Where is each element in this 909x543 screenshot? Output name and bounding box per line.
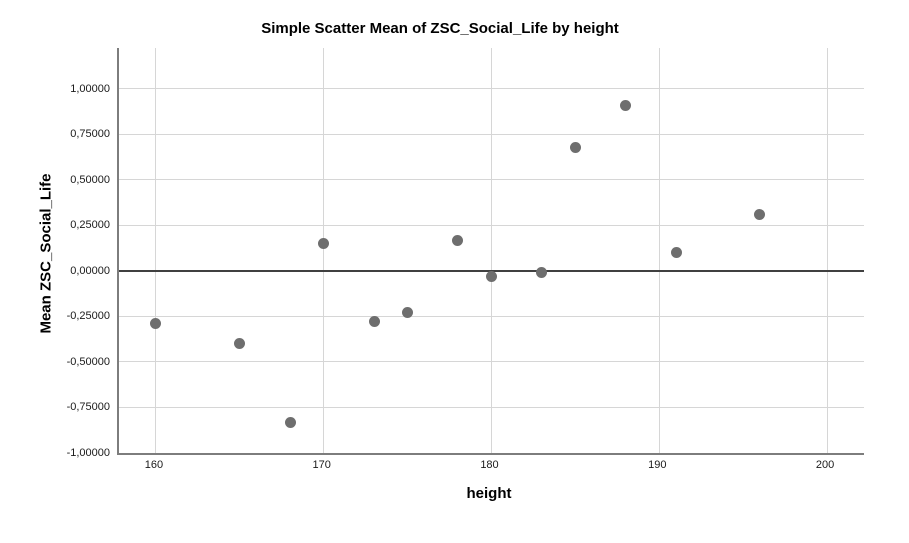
y-tick-label: -0,50000 xyxy=(66,355,110,368)
y-gridline xyxy=(119,133,864,135)
data-point xyxy=(569,141,581,153)
chart-title: Simple Scatter Mean of ZSC_Social_Life b… xyxy=(261,20,619,37)
data-point xyxy=(670,247,682,259)
y-gridline xyxy=(119,406,864,408)
x-gridline xyxy=(323,48,325,453)
data-point xyxy=(318,238,330,250)
y-tick-label: 0,50000 xyxy=(70,173,110,186)
data-point xyxy=(402,307,414,319)
x-gridline xyxy=(155,48,157,453)
x-tick-label: 160 xyxy=(144,459,164,471)
y-gridline xyxy=(119,315,864,317)
y-gridline xyxy=(119,224,864,226)
y-tick-label: 0,75000 xyxy=(70,128,110,141)
y-gridline xyxy=(119,88,864,90)
y-tick-label: 0,25000 xyxy=(70,219,110,232)
data-point xyxy=(754,209,766,221)
data-point xyxy=(620,99,632,111)
x-tick-label: 200 xyxy=(815,459,835,471)
x-gridline xyxy=(491,48,492,453)
y-tick-label: -1,00000 xyxy=(66,447,110,459)
data-point xyxy=(536,267,548,279)
x-axis-label: height xyxy=(466,485,512,502)
x-tick-label: 190 xyxy=(648,459,667,471)
data-point xyxy=(150,318,162,330)
data-point xyxy=(284,416,296,428)
x-tick-label: 170 xyxy=(312,459,331,471)
x-gridline xyxy=(658,48,660,453)
data-point xyxy=(452,234,464,246)
data-point xyxy=(368,316,380,328)
x-gridline xyxy=(826,48,828,453)
data-point xyxy=(234,338,246,350)
plot-area xyxy=(117,48,864,455)
y-tick-label: -0,25000 xyxy=(66,310,110,323)
y-tick-label: 0,00000 xyxy=(70,264,110,277)
y-gridline xyxy=(119,179,864,181)
y-gridline xyxy=(119,361,864,363)
y-tick-label: -0,75000 xyxy=(66,401,110,414)
y-tick-label: 1,00000 xyxy=(70,82,110,95)
x-tick-label: 180 xyxy=(480,459,499,471)
data-point xyxy=(486,270,497,282)
